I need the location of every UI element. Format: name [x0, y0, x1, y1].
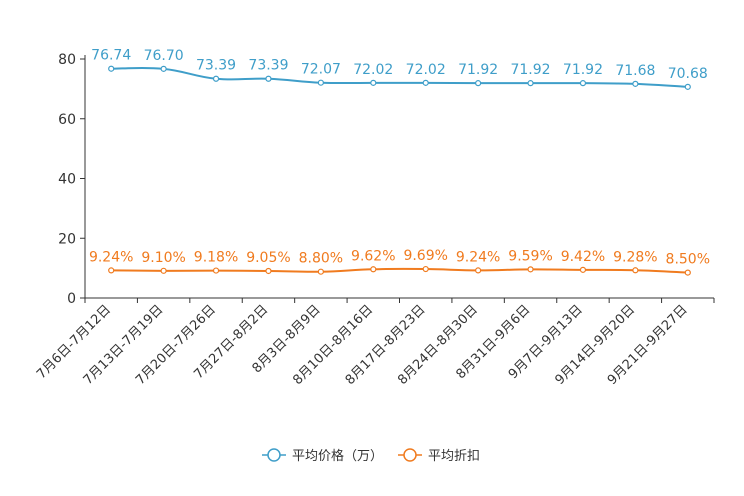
data-point [632, 80, 639, 87]
data-point [684, 83, 691, 90]
y-tick-label: 20 [58, 231, 76, 247]
data-point [317, 268, 324, 275]
data-label: 70.68 [668, 66, 708, 82]
data-point [579, 80, 587, 87]
data-label: 9.18% [194, 250, 238, 266]
data-point [108, 65, 115, 72]
data-point [370, 79, 377, 86]
y-tick-label: 40 [58, 172, 76, 188]
data-label: 8.80% [299, 251, 343, 267]
data-point [422, 79, 429, 86]
data-label: 73.39 [248, 58, 288, 74]
data-label: 72.07 [301, 62, 341, 78]
data-point [265, 267, 272, 275]
data-label: 71.92 [563, 62, 603, 78]
legend-label: 平均折扣 [428, 449, 480, 464]
data-label: 76.74 [91, 48, 131, 64]
data-label: 76.70 [144, 48, 184, 64]
series-line-0 [111, 66, 688, 88]
data-label: 71.68 [615, 63, 655, 79]
data-label: 72.02 [353, 62, 393, 78]
data-point [370, 266, 377, 273]
legend-item-1: 平均折扣 [398, 448, 480, 464]
data-label: 9.69% [403, 248, 447, 264]
legend-item-0: 平均价格（万） [262, 448, 383, 464]
data-point [527, 266, 534, 273]
data-label: 71.92 [458, 62, 498, 78]
y-tick-label: 0 [67, 291, 76, 307]
data-label: 9.62% [351, 248, 395, 264]
data-point [108, 267, 115, 274]
data-point [422, 265, 429, 273]
data-point [475, 80, 482, 87]
data-label: 9.59% [508, 248, 552, 264]
data-label: 9.10% [141, 250, 185, 266]
data-point [160, 267, 167, 274]
data-point [632, 267, 639, 274]
data-label: 71.92 [510, 62, 550, 78]
data-label: 9.28% [613, 249, 657, 265]
legend-label: 平均价格（万） [292, 448, 383, 464]
y-tick-label: 80 [58, 52, 76, 68]
data-label: 9.42% [561, 249, 605, 265]
data-point [579, 266, 587, 273]
data-label: 73.39 [196, 58, 236, 74]
legend-marker-icon [403, 448, 417, 462]
data-point [212, 267, 220, 274]
data-label: 8.50% [666, 252, 710, 268]
data-label: 9.24% [89, 249, 133, 265]
data-point [475, 267, 482, 274]
data-point [684, 269, 691, 276]
data-point [317, 79, 324, 86]
data-point [265, 75, 272, 82]
data-point [527, 80, 534, 87]
series-line-1 [111, 267, 688, 274]
y-tick-label: 60 [58, 112, 76, 128]
data-label: 9.05% [246, 250, 290, 266]
data-label: 9.24% [456, 249, 500, 265]
data-point [160, 65, 167, 72]
legend-marker-icon [267, 448, 281, 462]
data-label: 72.02 [406, 62, 446, 78]
data-point [212, 75, 220, 82]
